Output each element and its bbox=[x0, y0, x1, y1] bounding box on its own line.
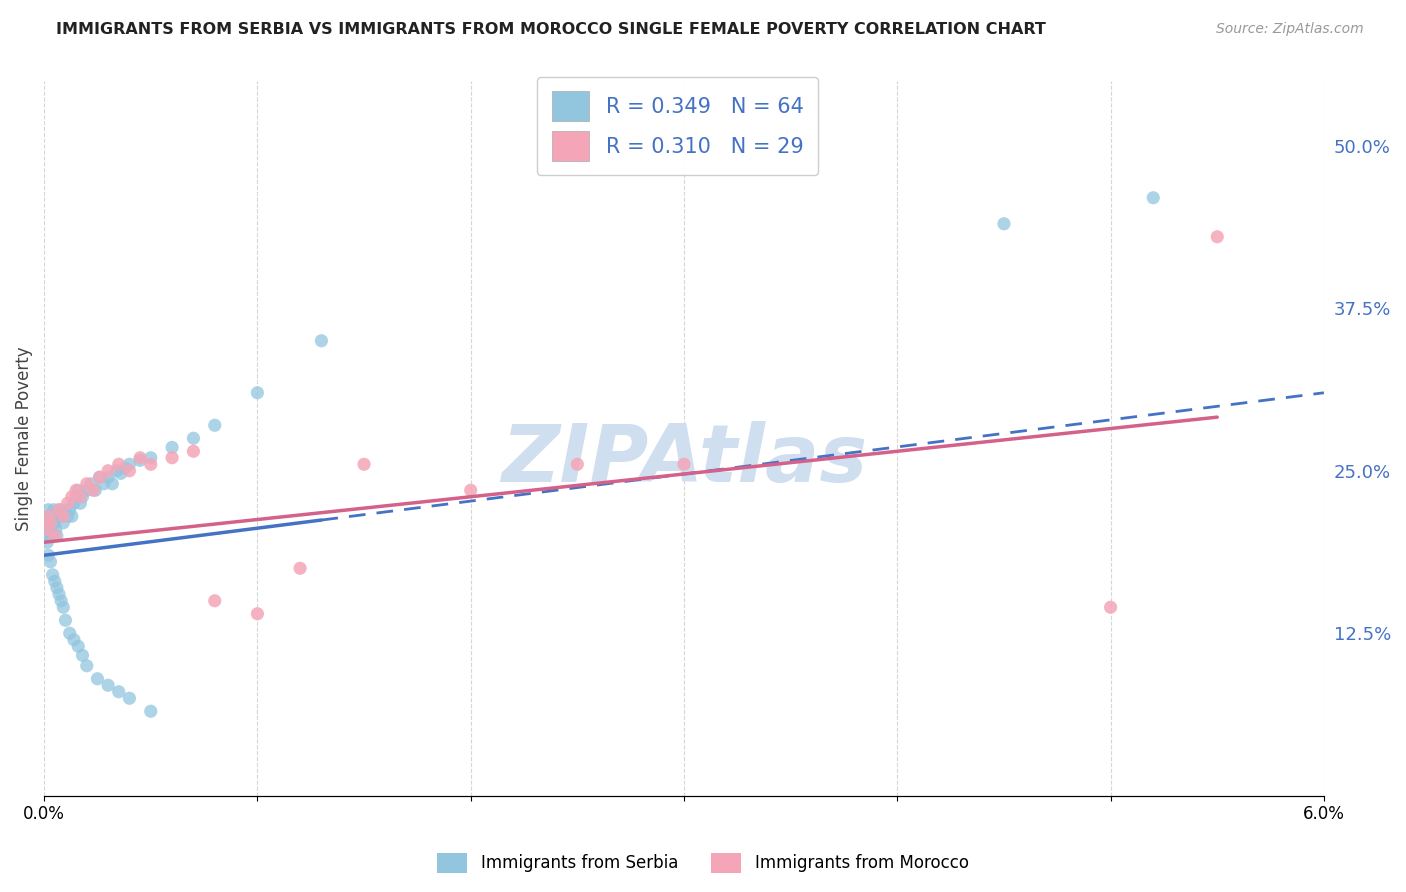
Point bbox=[63, 496, 86, 510]
Point bbox=[48, 502, 70, 516]
Point bbox=[37, 548, 59, 562]
Point bbox=[39, 522, 62, 536]
Point bbox=[1206, 229, 1229, 244]
Point bbox=[60, 490, 83, 504]
Point bbox=[129, 450, 152, 465]
Point bbox=[59, 502, 82, 516]
Point bbox=[42, 502, 65, 516]
Point bbox=[89, 470, 111, 484]
Point bbox=[67, 640, 90, 654]
Point bbox=[246, 607, 269, 621]
Point bbox=[45, 529, 67, 543]
Point bbox=[41, 509, 63, 524]
Point bbox=[82, 483, 104, 498]
Point bbox=[993, 217, 1015, 231]
Point bbox=[139, 450, 162, 465]
Point bbox=[65, 490, 87, 504]
Point bbox=[183, 444, 205, 458]
Point bbox=[139, 704, 162, 718]
Point bbox=[118, 691, 141, 706]
Point bbox=[72, 648, 94, 663]
Point bbox=[55, 613, 77, 627]
Point bbox=[672, 457, 695, 471]
Point bbox=[89, 470, 111, 484]
Point bbox=[48, 502, 70, 516]
Point bbox=[86, 672, 108, 686]
Point bbox=[65, 483, 87, 498]
Point bbox=[60, 509, 83, 524]
Point bbox=[114, 461, 136, 475]
Point bbox=[63, 632, 86, 647]
Point bbox=[59, 626, 82, 640]
Point bbox=[44, 574, 66, 589]
Point bbox=[51, 509, 73, 524]
Point bbox=[107, 685, 129, 699]
Point bbox=[93, 476, 115, 491]
Point bbox=[41, 567, 63, 582]
Legend: Immigrants from Serbia, Immigrants from Morocco: Immigrants from Serbia, Immigrants from … bbox=[430, 847, 976, 880]
Point bbox=[41, 529, 63, 543]
Y-axis label: Single Female Poverty: Single Female Poverty bbox=[15, 346, 32, 531]
Point bbox=[39, 516, 62, 530]
Point bbox=[37, 502, 59, 516]
Text: IMMIGRANTS FROM SERBIA VS IMMIGRANTS FROM MOROCCO SINGLE FEMALE POVERTY CORRELAT: IMMIGRANTS FROM SERBIA VS IMMIGRANTS FRO… bbox=[56, 22, 1046, 37]
Point bbox=[139, 457, 162, 471]
Point bbox=[160, 441, 183, 455]
Point bbox=[129, 453, 152, 467]
Point bbox=[38, 509, 60, 524]
Point bbox=[52, 516, 75, 530]
Point bbox=[44, 529, 66, 543]
Point bbox=[69, 496, 91, 510]
Point bbox=[110, 467, 132, 481]
Point bbox=[76, 483, 98, 498]
Point bbox=[288, 561, 311, 575]
Point bbox=[204, 418, 226, 433]
Text: ZIPAtlas: ZIPAtlas bbox=[501, 421, 868, 499]
Point bbox=[72, 490, 94, 504]
Legend: R = 0.349   N = 64, R = 0.310   N = 29: R = 0.349 N = 64, R = 0.310 N = 29 bbox=[537, 77, 818, 176]
Point bbox=[105, 464, 128, 478]
Point bbox=[107, 457, 129, 471]
Point bbox=[1142, 191, 1164, 205]
Point bbox=[160, 450, 183, 465]
Text: Source: ZipAtlas.com: Source: ZipAtlas.com bbox=[1216, 22, 1364, 37]
Point bbox=[39, 555, 62, 569]
Point bbox=[44, 516, 66, 530]
Point bbox=[56, 509, 79, 524]
Point bbox=[37, 535, 59, 549]
Point bbox=[56, 496, 79, 510]
Point bbox=[353, 457, 375, 471]
Point bbox=[76, 476, 98, 491]
Point bbox=[51, 593, 73, 607]
Point bbox=[97, 678, 120, 692]
Point bbox=[118, 464, 141, 478]
Point bbox=[84, 483, 107, 498]
Point bbox=[311, 334, 333, 348]
Point bbox=[46, 509, 69, 524]
Point bbox=[52, 600, 75, 615]
Point bbox=[460, 483, 482, 498]
Point bbox=[246, 385, 269, 400]
Point bbox=[204, 593, 226, 607]
Point bbox=[45, 522, 67, 536]
Point bbox=[97, 464, 120, 478]
Point bbox=[1099, 600, 1122, 615]
Point bbox=[48, 587, 70, 601]
Point bbox=[80, 476, 103, 491]
Point bbox=[45, 581, 67, 595]
Point bbox=[183, 431, 205, 445]
Point bbox=[52, 509, 75, 524]
Point bbox=[76, 658, 98, 673]
Point bbox=[67, 483, 90, 498]
Point bbox=[37, 516, 59, 530]
Point bbox=[37, 509, 59, 524]
Point bbox=[567, 457, 589, 471]
Point bbox=[35, 522, 58, 536]
Point bbox=[97, 470, 120, 484]
Point bbox=[69, 490, 91, 504]
Point bbox=[101, 476, 124, 491]
Point bbox=[35, 529, 58, 543]
Point bbox=[55, 502, 77, 516]
Point bbox=[118, 457, 141, 471]
